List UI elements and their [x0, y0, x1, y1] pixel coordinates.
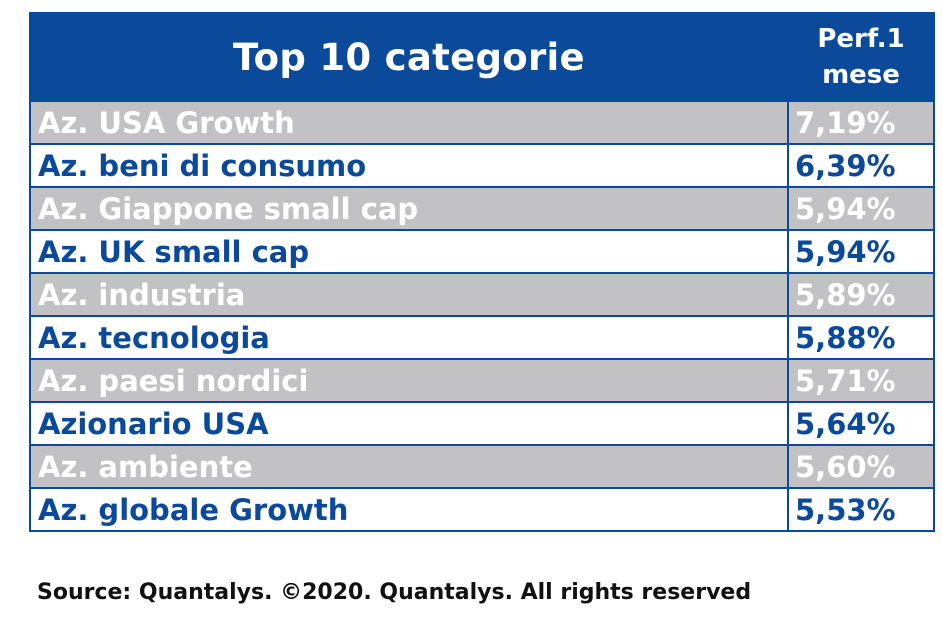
perf-header-line1: Perf.1 [817, 24, 905, 54]
perf-column-header: Perf.1 mese [787, 12, 935, 102]
performance-table-container: Top 10 categorie Perf.1 mese Az. USA Gro… [29, 12, 935, 532]
table-row: Az. industria 5,89% [29, 272, 935, 317]
perf-value-cell: 6,39% [787, 143, 935, 188]
category-cell: Az. USA Growth [29, 100, 789, 145]
category-cell: Az. beni di consumo [29, 143, 789, 188]
perf-header-line2: mese [822, 60, 900, 90]
perf-value-cell: 5,60% [787, 444, 935, 489]
table-title: Top 10 categorie [29, 12, 789, 102]
table-row: Az. Giappone small cap 5,94% [29, 186, 935, 231]
category-cell: Az. industria [29, 272, 789, 317]
table-row: Az. globale Growth 5,53% [29, 487, 935, 532]
perf-value-cell: 7,19% [787, 100, 935, 145]
perf-value-cell: 5,89% [787, 272, 935, 317]
perf-value-cell: 5,94% [787, 186, 935, 231]
table-row: Az. tecnologia 5,88% [29, 315, 935, 360]
category-cell: Az. tecnologia [29, 315, 789, 360]
table-row: Az. beni di consumo 6,39% [29, 143, 935, 188]
category-cell: Az. Giappone small cap [29, 186, 789, 231]
category-cell: Az. globale Growth [29, 487, 789, 532]
table-row: Az. USA Growth 7,19% [29, 100, 935, 145]
category-cell: Az. UK small cap [29, 229, 789, 274]
perf-value-cell: 5,64% [787, 401, 935, 446]
table-row: Az. paesi nordici 5,71% [29, 358, 935, 403]
category-cell: Az. paesi nordici [29, 358, 789, 403]
perf-value-cell: 5,94% [787, 229, 935, 274]
table-row: Az. ambiente 5,60% [29, 444, 935, 489]
perf-value-cell: 5,53% [787, 487, 935, 532]
performance-table: Top 10 categorie Perf.1 mese Az. USA Gro… [29, 12, 935, 532]
category-cell: Azionario USA [29, 401, 789, 446]
category-cell: Az. ambiente [29, 444, 789, 489]
perf-value-cell: 5,71% [787, 358, 935, 403]
table-header-row: Top 10 categorie Perf.1 mese [29, 12, 935, 102]
table-body: Az. USA Growth 7,19% Az. beni di consumo 6,… [29, 100, 935, 532]
perf-value-cell: 5,88% [787, 315, 935, 360]
table-row: Azionario USA 5,64% [29, 401, 935, 446]
source-note: Source: Quantalys. ©2020. Quantalys. All… [37, 580, 752, 605]
table-row: Az. UK small cap 5,94% [29, 229, 935, 274]
